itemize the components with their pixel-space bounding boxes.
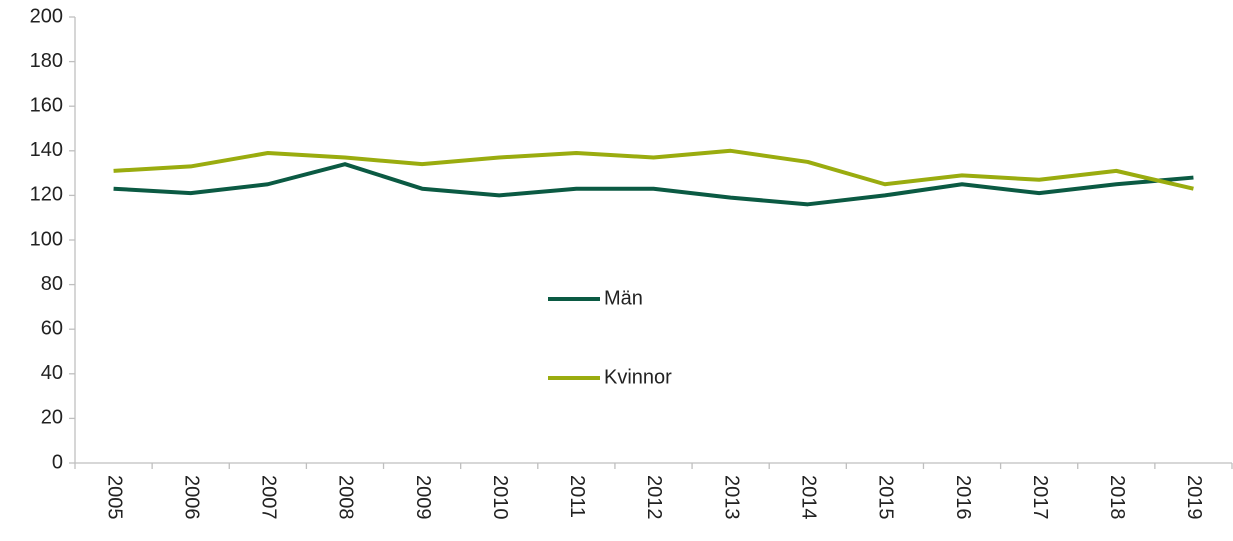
x-tick-label: 2019 [1183, 475, 1205, 520]
x-tick-label: 2017 [1029, 475, 1051, 520]
y-tick-label: 80 [41, 273, 63, 295]
legend-label: Kvinnor [604, 366, 672, 388]
x-tick-label: 2007 [258, 475, 280, 520]
x-tick-label: 2009 [412, 475, 434, 520]
x-tick-label: 2014 [797, 475, 819, 520]
x-tick-label: 2011 [566, 475, 588, 518]
x-tick-label: 2016 [952, 475, 974, 520]
x-tick-label: 2015 [875, 475, 897, 520]
y-tick-label: 140 [30, 139, 63, 161]
x-tick-label: 2018 [1106, 475, 1128, 520]
x-tick-label: 2005 [103, 475, 125, 520]
x-tick-label: 2006 [180, 475, 202, 520]
x-tick-label: 2012 [643, 475, 665, 520]
y-tick-label: 200 [30, 5, 63, 27]
series-line [113, 162, 1194, 207]
y-tick-label: 100 [30, 228, 63, 250]
y-tick-label: 160 [30, 94, 63, 116]
y-tick-label: 20 [41, 407, 63, 429]
x-tick-label: 2008 [335, 475, 357, 520]
y-tick-label: 40 [41, 362, 63, 384]
y-tick-label: 60 [41, 317, 63, 339]
y-tick-label: 180 [30, 50, 63, 72]
x-tick-label: 2010 [489, 475, 511, 520]
legend-label: Män [604, 287, 643, 309]
x-tick-label: 2013 [720, 475, 742, 520]
series-line [113, 148, 1194, 191]
y-tick-label: 0 [52, 451, 63, 473]
y-tick-label: 120 [30, 184, 63, 206]
